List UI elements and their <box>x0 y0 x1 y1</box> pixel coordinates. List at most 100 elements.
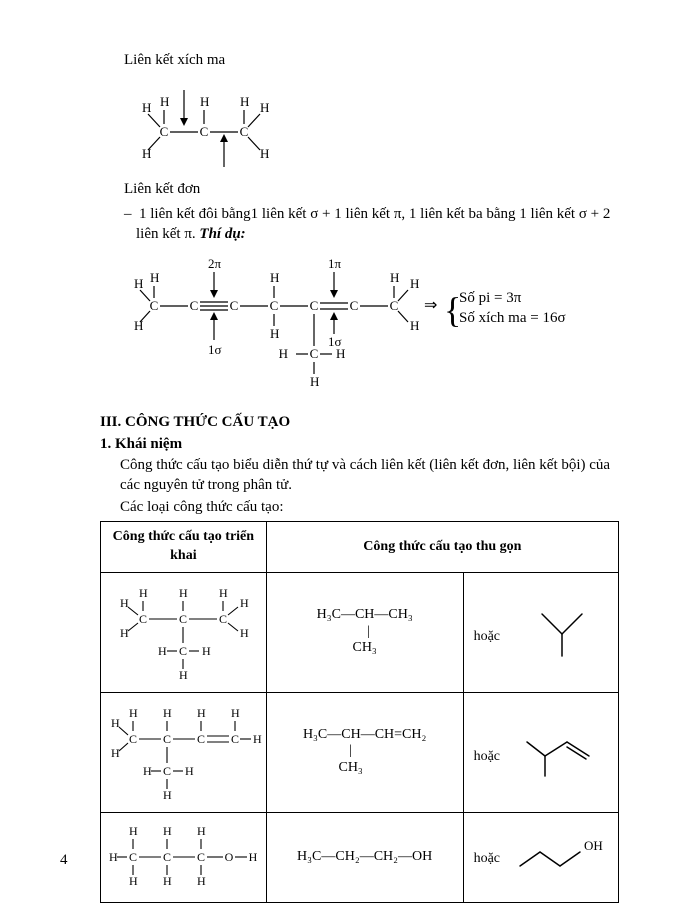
svg-text:H: H <box>129 824 138 838</box>
svg-text:H: H <box>109 850 118 864</box>
svg-text:H: H <box>410 318 419 333</box>
svg-text:H: H <box>120 596 129 610</box>
svg-text:H: H <box>111 746 120 760</box>
svg-text:C: C <box>179 644 187 658</box>
svg-text:C: C <box>270 298 279 313</box>
svg-text:C: C <box>163 850 171 864</box>
svg-text:H: H <box>134 276 143 291</box>
svg-text:H: H <box>240 596 249 610</box>
svg-text:H: H <box>249 850 258 864</box>
svg-text:H: H <box>163 788 172 799</box>
row2-line2: CH₃ <box>338 760 362 776</box>
svg-text:H: H <box>197 874 206 888</box>
svg-text:H: H <box>240 94 249 109</box>
svg-text:H: H <box>202 644 211 658</box>
svg-text:C: C <box>163 764 171 778</box>
row2-expanded: C C C C C HHHH HH H HHH <box>101 692 267 812</box>
row2-or: hoặc <box>474 748 500 767</box>
svg-text:2π: 2π <box>208 256 222 271</box>
subheading-1: 1. Khái niệm <box>100 434 619 454</box>
row3-or: hoặc <box>474 850 500 869</box>
svg-text:H: H <box>120 626 129 640</box>
propane-diagram: C C C H H H H H H H <box>124 72 619 177</box>
svg-text:H: H <box>129 706 138 720</box>
svg-text:H: H <box>279 346 288 361</box>
svg-text:H: H <box>231 706 240 720</box>
svg-text:H: H <box>163 874 172 888</box>
svg-text:H: H <box>410 276 419 291</box>
svg-text:C: C <box>231 732 239 746</box>
row2-skeletal: hoặc <box>463 692 618 812</box>
svg-text:1π: 1π <box>328 256 342 271</box>
row1-line1: H₃C—CH—CH₃ <box>317 607 413 622</box>
row2-condensed-text: H₃C—CH—CH=CH₂ | CH₃ <box>266 692 463 812</box>
svg-text:C: C <box>139 612 147 626</box>
svg-text:H: H <box>197 824 206 838</box>
types-intro: Các loại công thức cấu tạo: <box>120 497 619 517</box>
svg-text:H: H <box>160 94 169 109</box>
th-expanded: Công thức cấu tạo triển khai <box>101 522 267 573</box>
svg-text:C: C <box>190 298 199 313</box>
row3-skeletal: hoặc OH <box>463 812 618 902</box>
example-tag: Thí dụ: <box>199 226 245 242</box>
svg-text:⇒: ⇒ <box>424 297 437 314</box>
svg-text:OH: OH <box>584 838 603 853</box>
row3-line: H₃C—CH₂—CH₂—OH <box>297 849 432 864</box>
svg-text:C: C <box>129 850 137 864</box>
row2-line1: H₃C—CH—CH=CH₂ <box>303 727 426 742</box>
single-bond-label: Liên kết đơn <box>124 179 619 199</box>
svg-text:H: H <box>260 100 269 115</box>
definition-text: Công thức cấu tạo biểu diễn thứ tự và cá… <box>120 455 619 496</box>
svg-text:C: C <box>350 298 359 313</box>
svg-text:H: H <box>270 326 279 341</box>
svg-text:H: H <box>150 270 159 285</box>
svg-text:C: C <box>179 612 187 626</box>
svg-text:C: C <box>197 850 205 864</box>
svg-text:H: H <box>111 716 120 730</box>
svg-text:C: C <box>197 732 205 746</box>
svg-text:1σ: 1σ <box>208 342 222 357</box>
svg-text:H: H <box>240 626 249 640</box>
svg-text:C: C <box>310 346 319 361</box>
svg-text:H: H <box>185 764 194 778</box>
svg-text:H: H <box>142 146 151 161</box>
svg-text:H: H <box>158 644 167 658</box>
svg-text:H: H <box>143 764 152 778</box>
svg-text:H: H <box>134 318 143 333</box>
svg-text:C: C <box>129 732 137 746</box>
row1-or: hoặc <box>474 628 500 647</box>
row1-condensed-text: H₃C—CH—CH₃ | CH₃ <box>266 573 463 693</box>
svg-text:Số xích ma = 16σ: Số xích ma = 16σ <box>459 310 566 326</box>
svg-text:H: H <box>310 374 319 389</box>
svg-text:1σ: 1σ <box>328 334 342 349</box>
row1-expanded: C C C C HHH HH HH HHH <box>101 573 267 693</box>
svg-text:O: O <box>225 850 234 864</box>
svg-text:H: H <box>163 706 172 720</box>
svg-text:H: H <box>197 706 206 720</box>
svg-text:C: C <box>163 732 171 746</box>
svg-text:H: H <box>270 270 279 285</box>
svg-text:H: H <box>219 586 228 600</box>
row1-skeletal: hoặc <box>463 573 618 693</box>
bond-rule-text: – 1 liên kết đôi bằng1 liên kết σ + 1 li… <box>136 204 619 245</box>
page-number: 4 <box>60 850 68 870</box>
svg-text:H: H <box>163 824 172 838</box>
svg-text:H: H <box>179 668 188 679</box>
svg-text:C: C <box>310 298 319 313</box>
svg-text:H: H <box>139 586 148 600</box>
structural-formula-table: Công thức cấu tạo triển khai Công thức c… <box>100 521 619 902</box>
svg-text:C: C <box>200 124 209 139</box>
svg-text:C: C <box>230 298 239 313</box>
row3-expanded: C C C O H H HHH HHH <box>101 812 267 902</box>
sigma-bond-label: Liên kết xích ma <box>124 50 619 70</box>
svg-text:Số pi = 3π: Số pi = 3π <box>459 290 522 306</box>
svg-text:H: H <box>390 270 399 285</box>
th-condensed: Công thức cấu tạo thu gọn <box>266 522 618 573</box>
svg-text:C: C <box>160 124 169 139</box>
example-molecule-diagram: C C C C C C C H H H H H H H H C H H H <box>124 246 619 406</box>
svg-text:C: C <box>240 124 249 139</box>
row3-condensed-text: H₃C—CH₂—CH₂—OH <box>266 812 463 902</box>
svg-text:H: H <box>179 586 188 600</box>
row1-line2: CH₃ <box>352 640 376 655</box>
svg-text:C: C <box>150 298 159 313</box>
